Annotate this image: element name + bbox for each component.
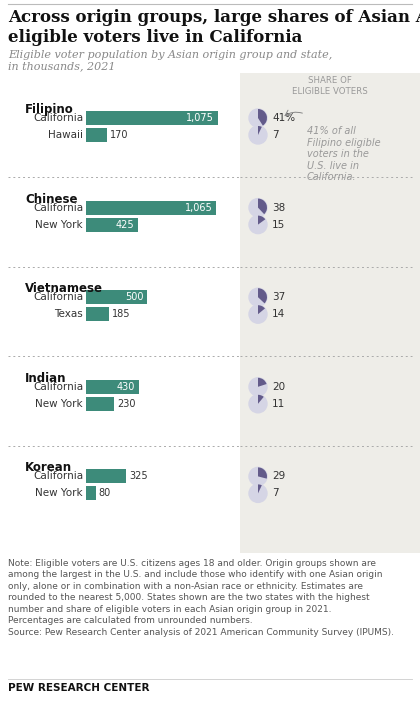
Text: 1,065: 1,065: [185, 203, 213, 212]
Text: Filipino: Filipino: [25, 103, 74, 116]
Text: California: California: [33, 471, 83, 482]
Text: 325: 325: [129, 471, 147, 482]
Text: Chinese: Chinese: [25, 193, 78, 205]
Text: 7: 7: [272, 489, 278, 498]
Bar: [86, 307, 109, 321]
Circle shape: [249, 378, 267, 396]
Wedge shape: [258, 216, 265, 224]
Bar: [86, 290, 147, 304]
Text: California: California: [33, 203, 83, 212]
Bar: [240, 73, 420, 553]
Wedge shape: [258, 288, 267, 304]
Text: 20: 20: [272, 382, 285, 392]
Circle shape: [249, 198, 267, 217]
Text: 230: 230: [117, 399, 136, 409]
Text: 15: 15: [272, 219, 285, 230]
Wedge shape: [258, 378, 267, 387]
Text: 37: 37: [272, 292, 285, 302]
Bar: [86, 217, 138, 231]
Bar: [86, 470, 126, 484]
Text: Korean: Korean: [25, 461, 72, 475]
Text: 11: 11: [272, 399, 285, 409]
Text: Texas: Texas: [54, 309, 83, 319]
Text: New York: New York: [35, 219, 83, 230]
Text: California: California: [33, 113, 83, 123]
Text: New York: New York: [35, 399, 83, 409]
Circle shape: [249, 109, 267, 127]
Text: PEW RESEARCH CENTER: PEW RESEARCH CENTER: [8, 683, 150, 693]
Circle shape: [249, 484, 267, 503]
Circle shape: [249, 468, 267, 485]
Text: 80: 80: [99, 489, 111, 498]
Circle shape: [249, 395, 267, 413]
Bar: [86, 111, 218, 125]
Wedge shape: [258, 109, 267, 125]
Wedge shape: [258, 484, 262, 494]
Text: 7: 7: [272, 130, 278, 140]
Wedge shape: [258, 198, 267, 215]
Text: 185: 185: [112, 309, 130, 319]
Text: Indian: Indian: [25, 372, 66, 385]
Text: New York: New York: [35, 489, 83, 498]
Text: 170: 170: [110, 130, 129, 140]
Circle shape: [249, 305, 267, 323]
Text: SHARE OF
ELIGIBLE VOTERS: SHARE OF ELIGIBLE VOTERS: [292, 76, 368, 96]
Text: 14: 14: [272, 309, 285, 319]
Text: 425: 425: [116, 219, 134, 230]
Text: Across origin groups, large shares of Asian American
eligible voters live in Cal: Across origin groups, large shares of As…: [8, 9, 420, 46]
Text: Hawaii: Hawaii: [48, 130, 83, 140]
Circle shape: [249, 288, 267, 306]
Text: 1,075: 1,075: [186, 113, 214, 123]
Text: 41%: 41%: [272, 113, 295, 123]
Text: California: California: [33, 382, 83, 392]
Wedge shape: [258, 395, 264, 404]
Text: Eligible voter population by Asian origin group and state,
in thousands, 2021: Eligible voter population by Asian origi…: [8, 50, 332, 72]
Text: 38: 38: [272, 203, 285, 212]
Text: Note: Eligible voters are U.S. citizens ages 18 and older. Origin groups shown a: Note: Eligible voters are U.S. citizens …: [8, 559, 394, 637]
Bar: [86, 380, 139, 394]
Text: 41% of all
Filipino eligible
voters in the
U.S. live in
California.: 41% of all Filipino eligible voters in t…: [307, 126, 381, 182]
Circle shape: [249, 216, 267, 233]
Circle shape: [249, 126, 267, 144]
Text: California: California: [33, 292, 83, 302]
Bar: [86, 486, 96, 501]
Bar: [86, 397, 114, 411]
Wedge shape: [258, 305, 265, 314]
Wedge shape: [258, 126, 262, 135]
Text: 500: 500: [125, 292, 143, 302]
Text: 430: 430: [116, 382, 135, 392]
Wedge shape: [258, 468, 267, 479]
Text: Vietnamese: Vietnamese: [25, 283, 103, 295]
Text: 29: 29: [272, 471, 285, 482]
Bar: [86, 200, 216, 215]
Bar: [86, 128, 107, 142]
